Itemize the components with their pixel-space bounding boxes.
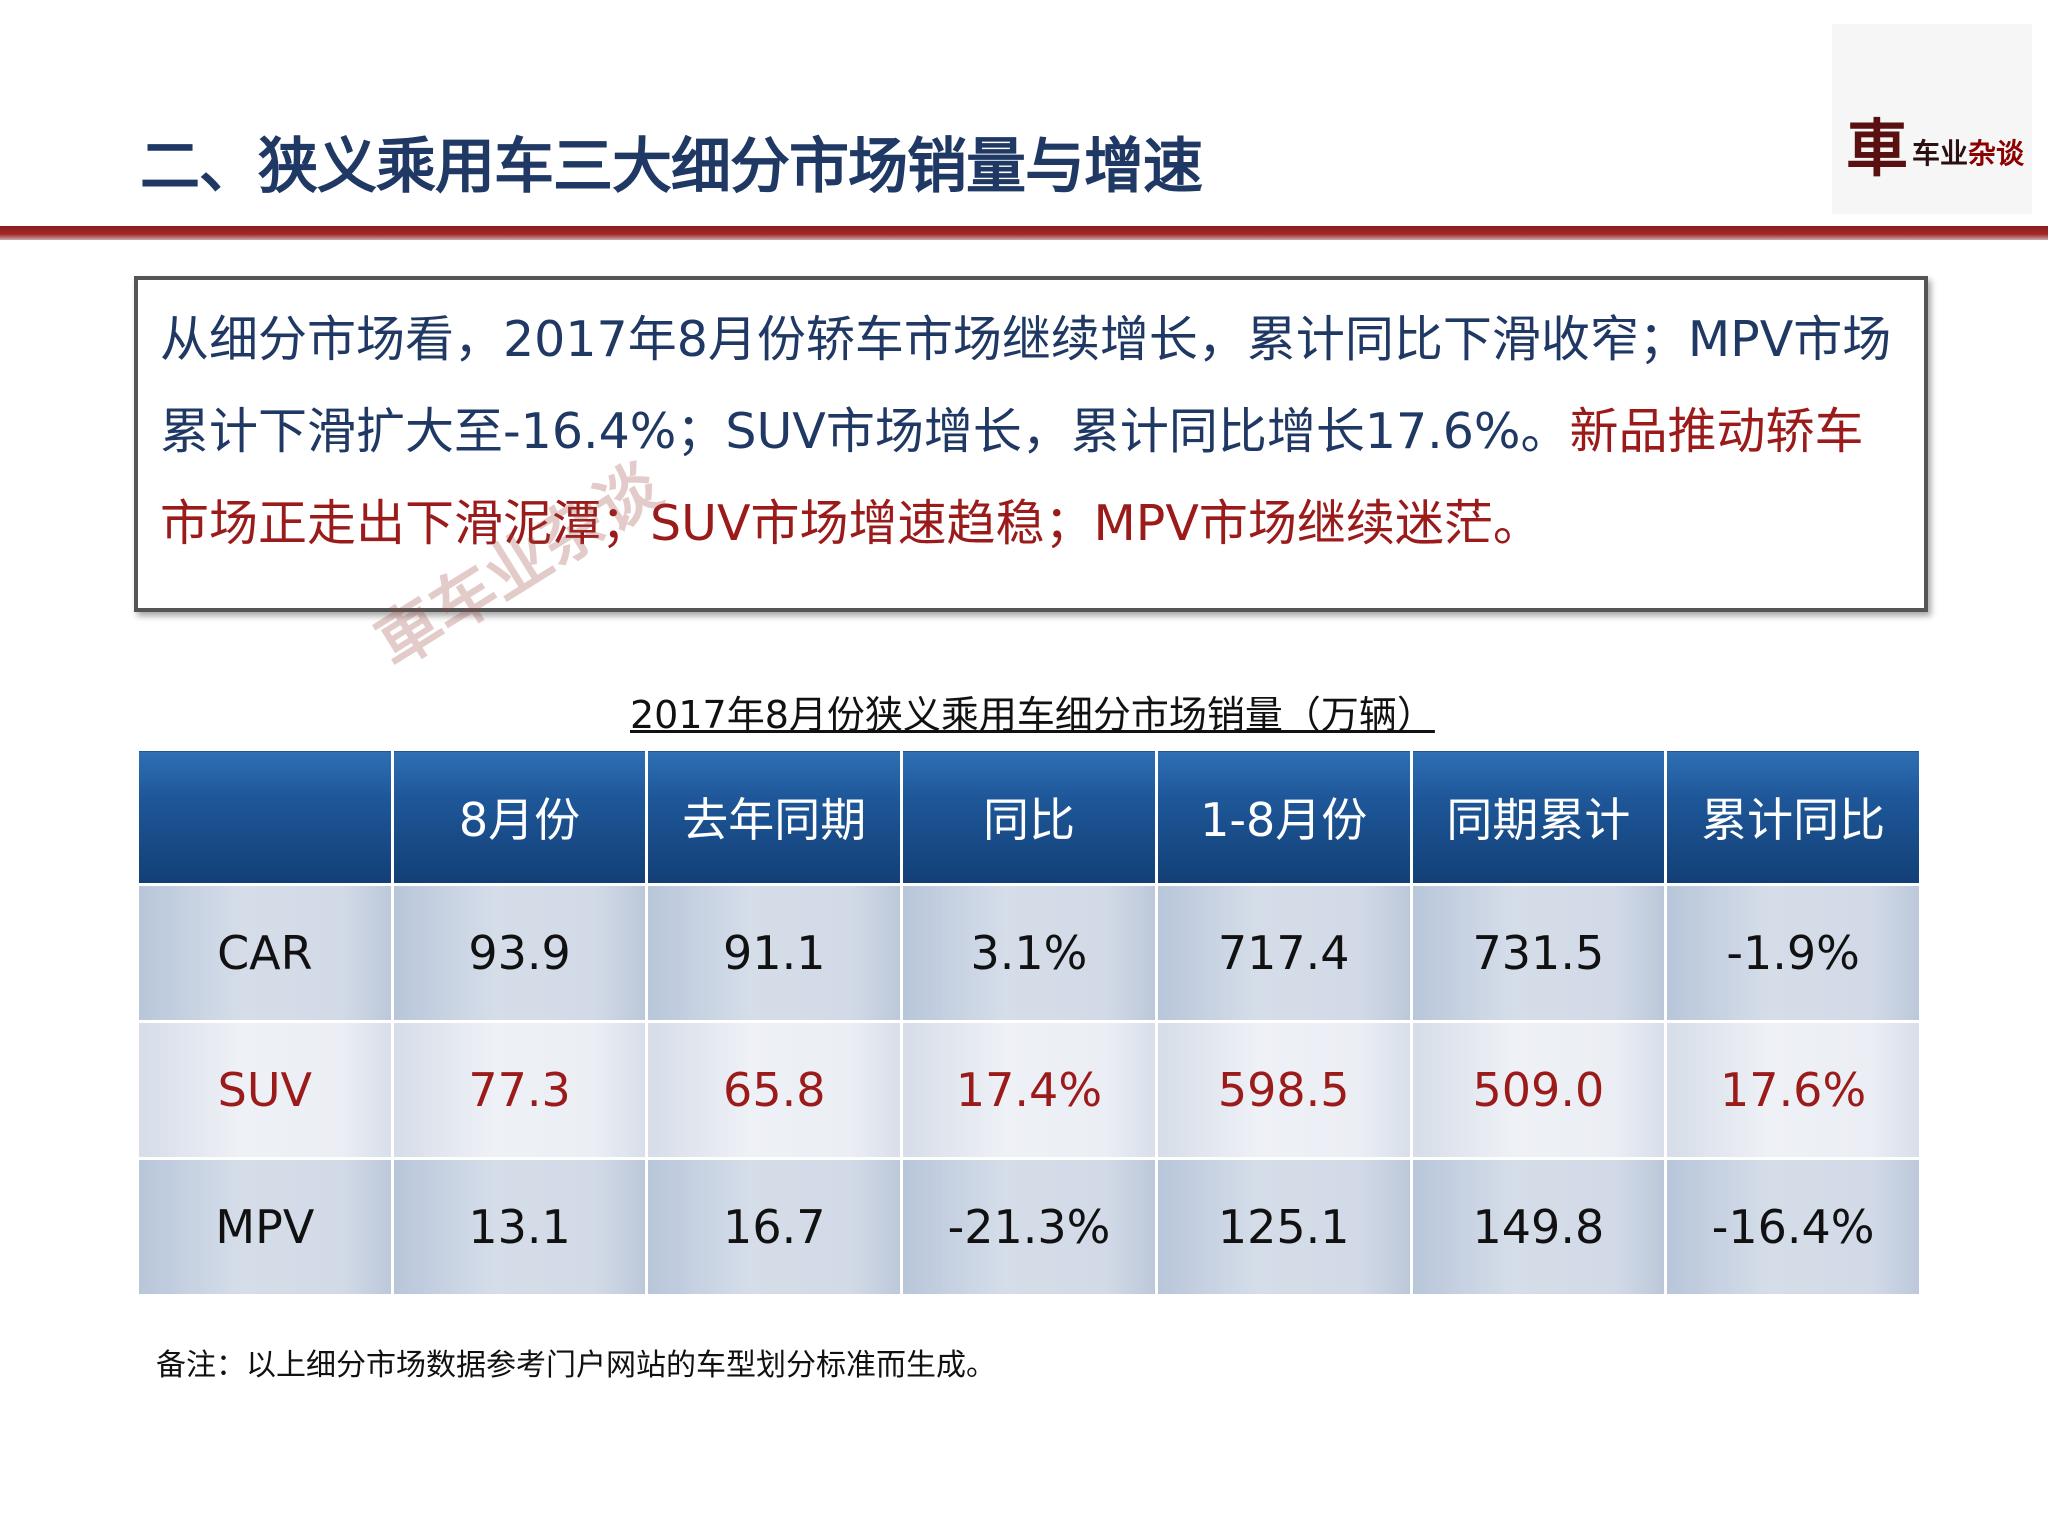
- table-cell: 91.1: [645, 883, 904, 1023]
- table-cell: 509.0: [1409, 1020, 1668, 1160]
- table-cell: 149.8: [1409, 1157, 1668, 1297]
- header-cell-cumulative-yoy: 累计同比: [1664, 748, 1922, 886]
- title-divider: [0, 226, 2048, 240]
- header-cell-jan-aug: 1-8月份: [1154, 748, 1413, 886]
- table-cell: 93.9: [390, 883, 649, 1023]
- table-cell: 65.8: [645, 1020, 904, 1160]
- table-row-car: CAR 93.9 91.1 3.1% 717.4 731.5 -1.9%: [136, 883, 1922, 1023]
- table-cell: -21.3%: [900, 1157, 1158, 1297]
- logo-text-a: 车业: [1912, 137, 1969, 170]
- table-header-row: 8月份 去年同期 同比 1-8月份 同期累计 累计同比: [136, 748, 1922, 886]
- table-cell: 17.4%: [900, 1020, 1158, 1160]
- header-cell-last-year-same-period: 去年同期: [645, 748, 904, 886]
- header-cell-yoy: 同比: [900, 748, 1158, 886]
- table-caption: 2017年8月份狭义乘用车细分市场销量（万辆）: [630, 693, 1435, 737]
- logo-text: 车业杂谈: [1912, 132, 2024, 172]
- slide-title: 二、狭义乘用车三大细分市场销量与增速: [140, 132, 1203, 202]
- summary-red-text: 新品推动轿车市场正走出下滑泥潭；SUV市场增速趋稳；MPV市场继续迷茫。: [160, 403, 1864, 552]
- summary-blue-text: 从细分市场看，2017年8月份轿车市场继续增长，累计同比下滑收窄；MPV市场累计…: [160, 311, 1892, 460]
- table-cell: -1.9%: [1664, 883, 1922, 1023]
- table-cell: MPV: [136, 1157, 394, 1297]
- logo-text-b: 杂谈: [1968, 137, 2025, 170]
- table-row-mpv: MPV 13.1 16.7 -21.3% 125.1 149.8 -16.4%: [136, 1157, 1922, 1297]
- table-cell: 125.1: [1154, 1157, 1413, 1297]
- table-row-suv: SUV 77.3 65.8 17.4% 598.5 509.0 17.6%: [136, 1020, 1922, 1160]
- sales-table: 8月份 去年同期 同比 1-8月份 同期累计 累计同比 CAR 93.9 91.…: [136, 748, 1922, 1297]
- table-cell: CAR: [136, 883, 394, 1023]
- table-cell: 598.5: [1154, 1020, 1413, 1160]
- summary-box: 从细分市场看，2017年8月份轿车市场继续增长，累计同比下滑收窄；MPV市场累计…: [134, 276, 1928, 612]
- header-cell-segment: [136, 748, 394, 886]
- table-cell: 17.6%: [1664, 1020, 1922, 1160]
- table-cell: -16.4%: [1664, 1157, 1922, 1297]
- table-cell: 731.5: [1409, 883, 1668, 1023]
- table-cell: 717.4: [1154, 883, 1413, 1023]
- table-cell: SUV: [136, 1020, 394, 1160]
- brand-logo: 車 车业杂谈: [1832, 24, 2032, 214]
- table-cell: 13.1: [390, 1157, 649, 1297]
- summary-text: 从细分市场看，2017年8月份轿车市场继续增长，累计同比下滑收窄；MPV市场累计…: [160, 294, 1910, 570]
- table-cell: 16.7: [645, 1157, 904, 1297]
- header-cell-august: 8月份: [390, 748, 649, 886]
- logo-glyph: 車: [1846, 112, 1909, 185]
- header-cell-same-period-cumulative: 同期累计: [1409, 748, 1668, 886]
- footnote: 备注：以上细分市场数据参考门户网站的车型划分标准而生成。: [156, 1348, 996, 1383]
- table-cell: 3.1%: [900, 883, 1158, 1023]
- table-cell: 77.3: [390, 1020, 649, 1160]
